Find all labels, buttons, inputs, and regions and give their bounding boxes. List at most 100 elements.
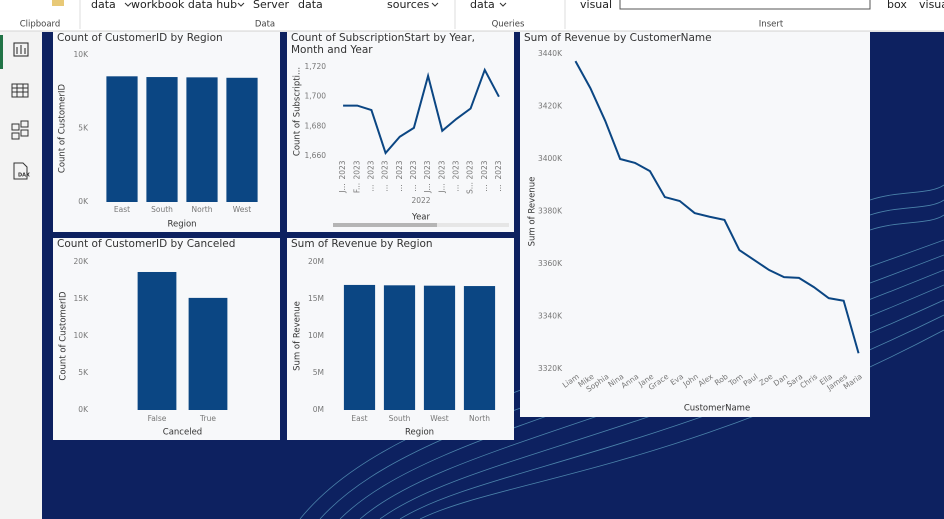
x-axis-title: Region: [405, 428, 434, 438]
x-group-label: 2022: [411, 196, 430, 205]
x-tick-label: 2023: [480, 160, 489, 179]
report-view-icon[interactable]: [13, 42, 29, 57]
bar: [463, 286, 496, 410]
x-tick-month-label: F...: [352, 183, 361, 193]
x-tick-month-label: ...: [409, 184, 418, 191]
x-tick-label: False: [148, 414, 167, 423]
line: [574, 60, 860, 354]
x-tick-label: 2023: [381, 160, 390, 179]
y-tick-label: 1,680: [305, 121, 327, 130]
visual-title: Count of CustomerID by Canceled: [57, 238, 236, 250]
y-tick-label: 3420K: [538, 102, 563, 111]
bar: [137, 271, 177, 410]
x-tick-label: East: [351, 414, 367, 423]
y-tick-label: 10K: [74, 331, 90, 340]
y-tick-label: 1,660: [305, 151, 327, 160]
model-view-icon[interactable]: [11, 120, 29, 140]
visual-title: Sum of Revenue by Region: [291, 238, 433, 250]
ribbon-group-label: Queries: [492, 20, 525, 30]
x-tick-month-label: S...: [466, 182, 475, 194]
x-tick-label: 2023: [451, 160, 460, 179]
bar: [106, 76, 138, 202]
y-tick-label: 1,720: [305, 62, 327, 71]
x-axis-title: CustomerName: [684, 404, 750, 414]
x-tick-month-label: ...: [480, 184, 489, 191]
ribbon-command: box: [887, 0, 907, 11]
visual-title: Count of CustomerID by Region: [57, 32, 223, 44]
bar: [423, 285, 456, 410]
x-axis-title: Canceled: [163, 428, 202, 438]
dax-view-icon[interactable]: [13, 162, 28, 180]
ribbon-command: data: [470, 0, 495, 11]
y-axis-title: Sum of Revenue: [293, 301, 303, 371]
x-tick-label: East: [114, 205, 130, 214]
x-tick-month-label: ...: [366, 184, 375, 191]
x-axis-title: Region: [167, 220, 196, 230]
y-tick-label: 20K: [74, 257, 90, 266]
table-view-icon[interactable]: [11, 83, 29, 98]
ribbon-command: workbook data hub: [131, 0, 237, 11]
active-indicator: [0, 35, 3, 69]
ribbon-group-label: Insert: [759, 20, 784, 30]
ribbon-command: visua: [919, 0, 944, 11]
visual-panel: [287, 32, 514, 232]
x-tick-label: North: [469, 414, 490, 423]
x-tick-label: South: [389, 414, 411, 423]
dax-label: DAX: [18, 173, 30, 179]
y-tick-label: 3360K: [538, 259, 563, 268]
y-tick-label: 3320K: [538, 364, 563, 373]
ribbon-command: visual: [580, 0, 612, 11]
visual-title-box: Count of CustomerID by Region: [57, 32, 223, 44]
y-tick-label: 15M: [308, 294, 324, 303]
y-tick-label: 5K: [78, 124, 89, 133]
ribbon-command: sources: [387, 0, 430, 11]
y-tick-label: 5K: [78, 368, 89, 377]
ribbon-command: data: [298, 0, 323, 11]
y-tick-label: 1,700: [305, 92, 327, 101]
y-axis-title: Count of CustomerID: [58, 83, 68, 173]
y-tick-label: 3340K: [538, 312, 563, 321]
y-tick-label: 10K: [74, 50, 90, 59]
visual-title-box: Sum of Revenue by CustomerName: [524, 32, 712, 44]
visual-title-box: Count of CustomerID by Canceled: [57, 238, 236, 250]
ribbon-input[interactable]: [619, 0, 871, 10]
x-tick-label: 2023: [352, 160, 361, 179]
y-tick-label: 0K: [78, 197, 89, 206]
y-axis-title: Count of Subscripti...: [293, 67, 303, 156]
x-tick-label: 2023: [366, 160, 375, 179]
x-tick-label: 2023: [423, 160, 432, 179]
x-tick-month-label: J...: [338, 183, 347, 193]
bar: [186, 77, 218, 202]
x-tick-month-label: J...: [423, 183, 432, 193]
visual-title-box: Count of SubscriptionStart by Year, Mont…: [291, 32, 475, 56]
x-tick-label: South: [151, 205, 173, 214]
x-tick-label: West: [233, 205, 251, 214]
x-tick-month-label: J...: [437, 183, 446, 193]
y-axis-title: Sum of Revenue: [528, 177, 538, 247]
bar: [383, 285, 416, 410]
dropdown-chevron: [237, 2, 245, 7]
ribbon-command: data: [91, 0, 116, 11]
x-tick-label: North: [192, 205, 213, 214]
sidebar: [0, 32, 42, 519]
x-axis-title: Year: [411, 213, 431, 223]
bar: [343, 284, 376, 410]
y-tick-label: 3440K: [538, 49, 563, 58]
paste-icon[interactable]: [52, 0, 64, 6]
y-axis-title: Count of CustomerID: [59, 291, 69, 381]
x-tick-month-label: ...: [381, 184, 390, 191]
dropdown-chevron: [499, 2, 507, 7]
visual-panel: [520, 32, 870, 417]
dropdown-chevron: [431, 2, 439, 7]
bar: [188, 297, 228, 410]
scrollbar-thumb[interactable]: [333, 223, 437, 227]
y-tick-label: 3400K: [538, 154, 563, 163]
x-tick-label: West: [430, 414, 448, 423]
ribbon-command: Server: [253, 0, 290, 11]
x-tick-label: 2023: [395, 160, 404, 179]
x-tick-month-label: ...: [451, 184, 460, 191]
y-tick-label: 0K: [78, 405, 89, 414]
y-tick-label: 0M: [313, 405, 324, 414]
line: [343, 67, 500, 156]
